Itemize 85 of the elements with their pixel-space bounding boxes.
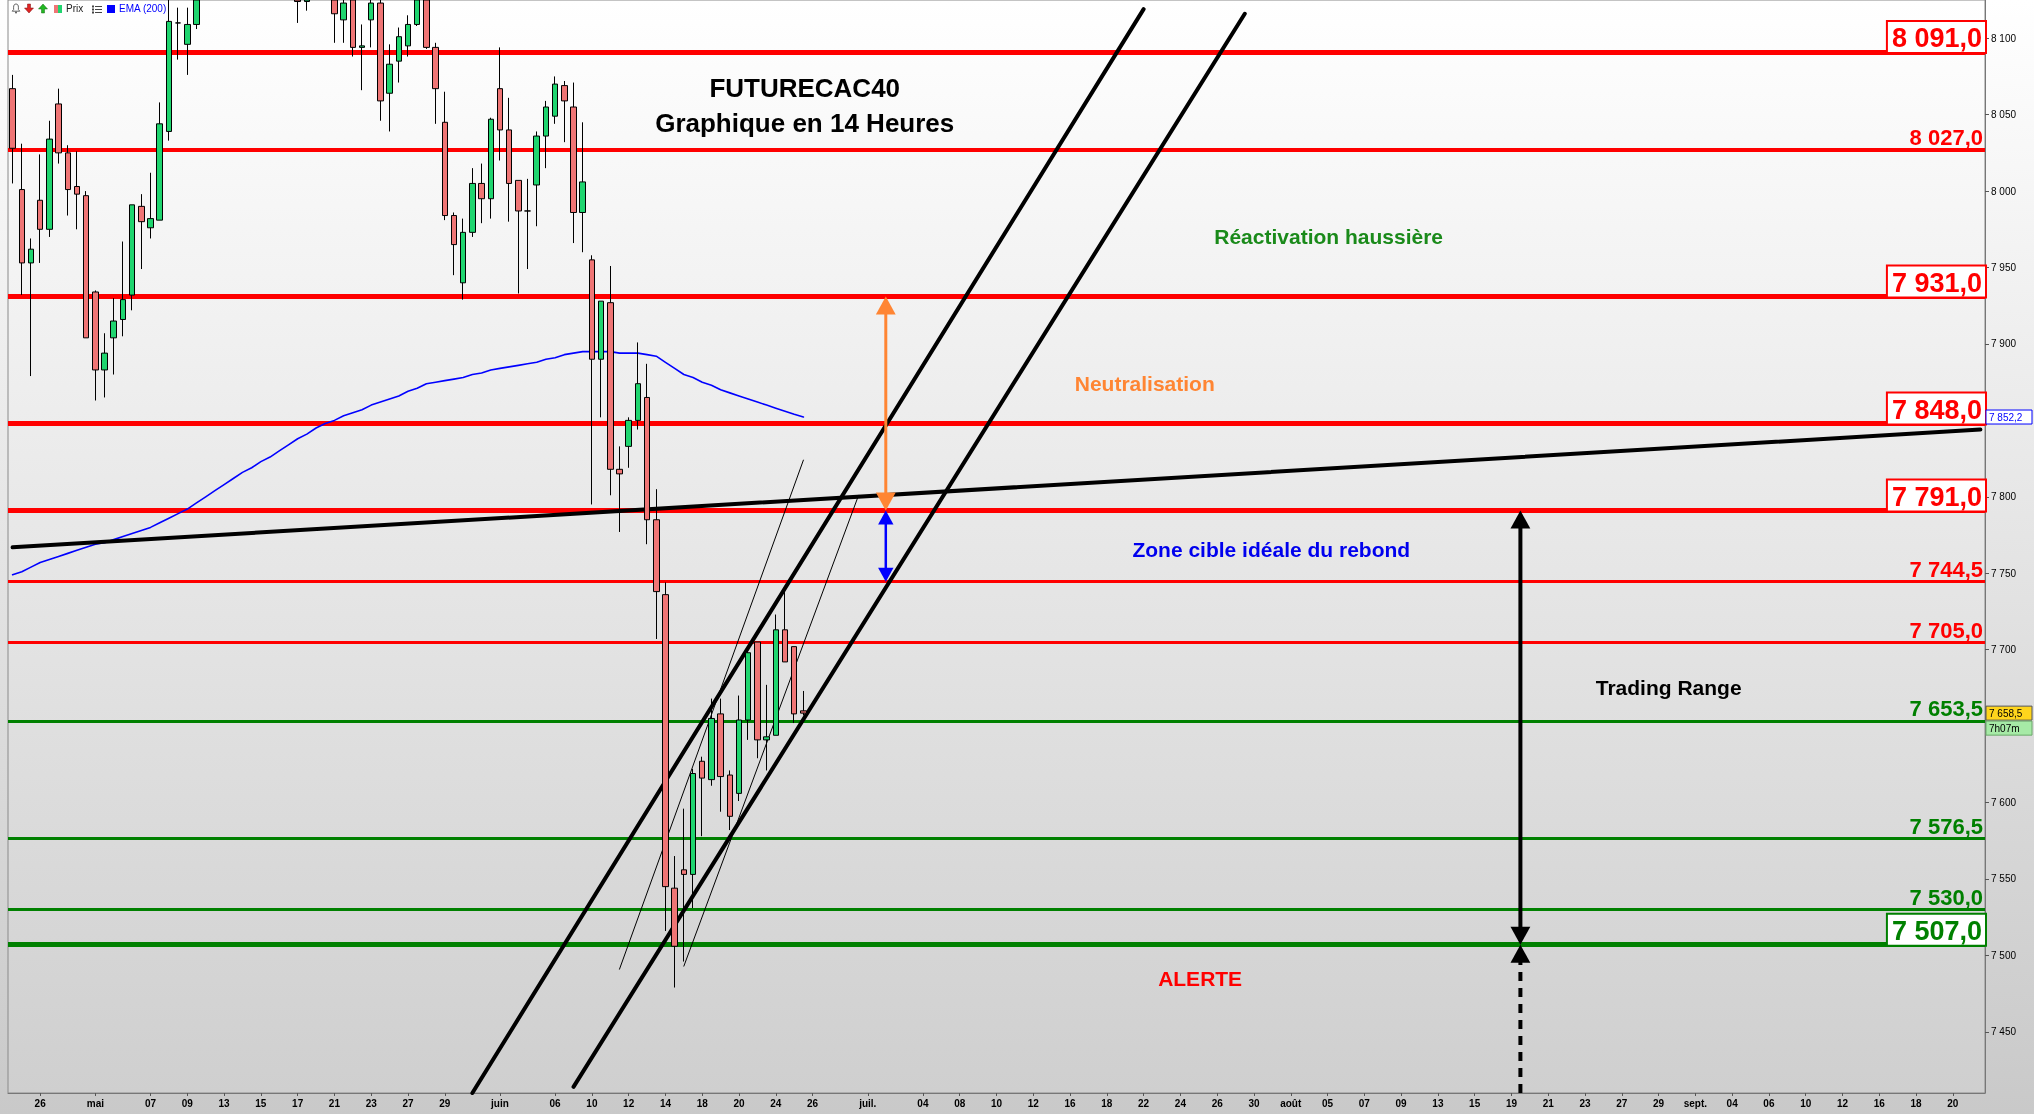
x-tick-label: 19 [1505,1097,1518,1109]
x-tick-label: 18 [1910,1097,1923,1109]
ref-line-label: 7 705,0 [1909,617,1983,643]
annotation: Réactivation haussière [1214,224,1444,248]
x-tick-label: 13 [218,1097,231,1109]
x-tick-label: 29 [1653,1097,1665,1109]
x-tick-label: 10 [586,1097,598,1109]
y-tick-label: 7 700 [1991,644,2017,656]
x-tick-label: 24 [770,1097,782,1109]
text: FUTURECAC40 [709,73,901,103]
x-tick-label: 18 [696,1097,709,1109]
text: 7 658,5 [1989,707,2023,719]
x-tick-label: 29 [439,1097,451,1109]
x-tick-label: août [1280,1097,1302,1109]
x-tick-label: 12 [623,1097,635,1109]
x-tick-label: 12 [1027,1097,1040,1109]
x-tick-label: 14 [659,1097,672,1109]
x-tick-label: 09 [181,1097,194,1109]
y-tick-label: 8 000 [1991,185,2017,197]
x-tick-label: 30 [1248,1097,1260,1109]
ref-line-label: 7 791,0 [1891,482,1982,513]
text: EMA (200) [119,3,167,14]
x-tick-label: 07 [1358,1097,1371,1109]
y-tick-label: 7 950 [1991,262,2017,274]
x-tick-label: 16 [1873,1097,1886,1109]
x-tick-label: 17 [292,1097,304,1109]
x-tick-label: 20 [733,1097,746,1109]
x-tick-label: 15 [1469,1097,1481,1109]
x-tick-label: 13 [1432,1097,1444,1109]
x-tick-label: 26 [807,1097,819,1109]
y-tick-label: 7 750 [1991,567,2017,579]
x-tick-label: 04 [917,1097,929,1109]
x-tick-label: 06 [1763,1097,1775,1109]
x-tick-label: 18 [1101,1097,1113,1109]
ref-line-label: 7 507,0 [1891,916,1982,947]
y-tick-label: 7 550 [1991,873,2017,885]
x-tick-label: sept. [1683,1097,1708,1109]
x-tick-label: 10 [1800,1097,1812,1109]
x-tick-label: 15 [255,1097,267,1109]
x-tick-label: 06 [549,1097,562,1109]
ref-line-label: 7 576,5 [1909,813,1983,839]
y-tick-label: 7 450 [1991,1026,2017,1038]
x-tick-label: 26 [1211,1097,1224,1109]
x-tick-label: 21 [328,1097,341,1109]
x-tick-label: mai [86,1097,105,1109]
y-tick-label: 7 800 [1991,491,2017,503]
x-tick-label: 22 [1138,1097,1150,1109]
x-tick-label: juil. [858,1097,877,1109]
annotation: ALERTE [1158,966,1243,990]
ref-line-label: 7 530,0 [1909,885,1983,911]
y-tick-label: 7 500 [1991,949,2017,961]
x-tick-label: 16 [1064,1097,1077,1109]
text: 7h07m [1989,722,2020,734]
y-tick-label: 8 050 [1991,109,2017,121]
ref-line-label: 7 848,0 [1891,394,1982,425]
x-tick-label: 07 [144,1097,157,1109]
x-tick-label: 24 [1174,1097,1187,1109]
ref-line-label: 8 027,0 [1909,125,1983,151]
x-tick-label: 23 [1579,1097,1591,1109]
ref-line-label: 7 653,5 [1909,696,1983,722]
y-tick-label: 8 100 [1991,32,2017,44]
x-tick-label: 05 [1321,1097,1334,1109]
annotation: Trading Range [1595,676,1742,699]
x-tick-label: 27 [1616,1097,1628,1109]
x-tick-label: 20 [1947,1097,1959,1109]
ref-line-label: 7 744,5 [1909,557,1983,583]
x-tick-label: 23 [365,1097,378,1109]
ref-line-label: 7 931,0 [1891,268,1982,299]
y-tick-label: 7 600 [1991,797,2017,809]
x-tick-label: juin [490,1097,509,1109]
ref-line-label: 8 091,0 [1891,23,1982,54]
x-tick-label: 27 [402,1097,414,1109]
annotation: Zone cible idéale du rebond [1132,538,1411,562]
x-tick-label: 21 [1542,1097,1555,1109]
x-tick-label: 04 [1726,1097,1739,1109]
x-tick-label: 12 [1836,1097,1849,1109]
annotation: Neutralisation [1074,372,1215,396]
y-tick-label: 7 900 [1991,338,2017,350]
x-tick-label: 08 [954,1097,966,1109]
x-tick-label: 26 [34,1097,47,1109]
x-tick-label: 10 [990,1097,1003,1109]
x-tick-label: 09 [1395,1097,1408,1109]
text: Prix [66,3,84,14]
text: Graphique en 14 Heures [655,108,955,138]
text: 7 852,2 [1989,411,2023,423]
